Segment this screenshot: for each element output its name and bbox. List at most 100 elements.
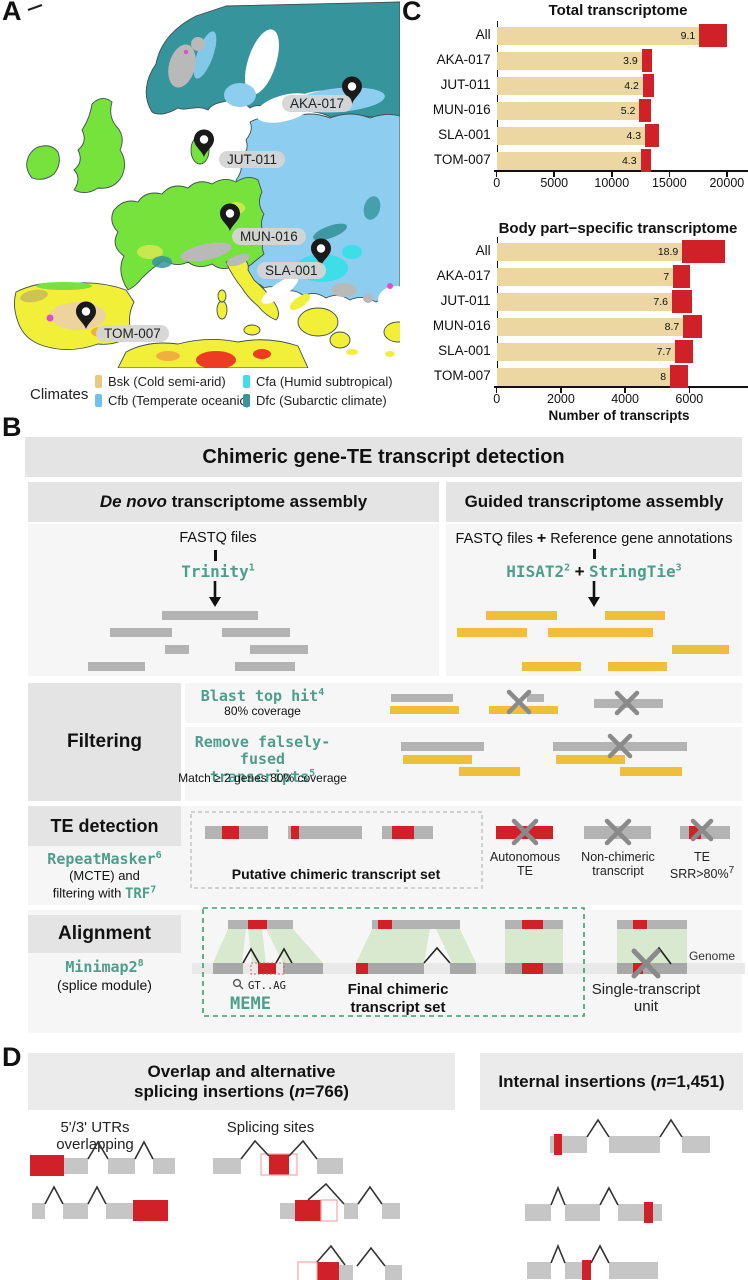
reject-x-icons <box>506 689 640 759</box>
pct-chimeric-label: 18.9 <box>657 246 679 258</box>
guided-input-label: FASTQ files + Reference gene annotations <box>455 530 733 547</box>
x-tick-label: 10000 <box>594 176 630 190</box>
chart-title: Total transcriptome <box>548 2 688 19</box>
pct-chimeric-label: 7 <box>663 271 670 283</box>
denovo-assembly-box: FASTQ files Trinity1 <box>28 524 439 676</box>
pin-sla-001 <box>311 238 331 266</box>
transcripts-bar <box>496 76 643 95</box>
transcripts-bar <box>496 126 646 145</box>
alignment-diagram: Genome GT..AG MEME Final chimeric transc… <box>192 907 745 1017</box>
splice-motif-text: GT..AG <box>248 980 286 992</box>
pin-label-mun-016: MUN-016 <box>232 228 306 245</box>
guided-column-header: Guided transcriptome assembly <box>446 482 742 522</box>
meme-tool-label: MEME <box>230 994 271 1014</box>
category-label: AKA-017 <box>436 268 491 283</box>
guided-assembly-box: FASTQ files + Reference gene annotations… <box>446 524 742 676</box>
transcripts-bar <box>496 267 674 286</box>
category-label: TOM-007 <box>433 152 491 167</box>
category-label: All <box>475 243 491 258</box>
chart-bodypart-transcriptome: Body part−specific transcriptome Number … <box>400 0 748 430</box>
filtering-section-label: Filtering <box>28 683 181 801</box>
internal-insertions-header: Internal insertions (n=1,451) <box>480 1053 743 1110</box>
plus-icon: + <box>574 562 585 581</box>
single-unit-label-line1: Single-transcript <box>592 981 701 998</box>
x-tick-label: 20000 <box>709 176 745 190</box>
chimeric-bar <box>640 149 651 172</box>
pct-chimeric-label: 4.3 <box>626 130 642 142</box>
map-region-greece <box>297 307 339 337</box>
x-tick-label: 5000 <box>540 176 569 190</box>
category-label: MUN-016 <box>432 102 491 117</box>
chart-total-transcriptome: Total transcriptome All 9.1 AKA-017 3.9 JUT-… <box>400 0 748 200</box>
transcripts-bar <box>496 342 676 361</box>
pin-label-sla-001: SLA-001 <box>257 262 326 279</box>
black-sea <box>378 286 400 314</box>
x-tick <box>495 171 498 177</box>
chimeric-bar <box>670 365 688 388</box>
chimeric-bar <box>645 124 659 147</box>
chimeric-bar <box>682 240 725 263</box>
pin-jut-011 <box>194 129 214 157</box>
category-label: SLA-001 <box>438 343 491 358</box>
filtering-diagram <box>390 689 687 776</box>
chimeric-bar <box>675 340 694 363</box>
mcte-note: (MCTE) and <box>69 868 140 883</box>
x-tick <box>495 387 498 393</box>
map-region-ireland <box>26 145 60 180</box>
category-label: JUT-011 <box>440 77 491 92</box>
splice-module-note: (splice module) <box>57 977 152 993</box>
flow-line <box>214 550 217 561</box>
y-axis-line <box>496 237 499 386</box>
map-pins <box>76 76 362 329</box>
bsk-swatch <box>95 375 102 388</box>
pct-chimeric-label: 7.6 <box>653 296 668 308</box>
down-arrow-icon <box>588 581 600 607</box>
remove-fused-label-line1: Remove falsely- <box>194 733 331 751</box>
x-axis-label: Number of transcripts <box>548 408 690 423</box>
x-tick <box>624 387 626 393</box>
pin-mun-016 <box>220 203 240 231</box>
chart-title: Body part−specific transcriptome <box>498 220 738 237</box>
europe-climate-map <box>13 1 400 368</box>
x-tick-label: 0 <box>493 392 501 406</box>
insertion-diagrams <box>30 1118 710 1280</box>
panel-a-label: A <box>2 0 22 26</box>
splicing-sites-sublabel: Splicing sites <box>226 1119 315 1136</box>
chimeric-bar <box>639 99 651 122</box>
te-srr-label: TE SRR>80%7 <box>669 850 735 882</box>
transcripts-bar <box>496 151 641 170</box>
plus-icon: + <box>536 530 547 547</box>
legend-item-cfa: Cfa (Humid subtropical) <box>243 374 393 389</box>
x-tick <box>610 171 613 177</box>
x-tick-label: 0 <box>493 176 501 190</box>
panel-c-label: C <box>402 0 422 26</box>
trinity-tool-label: Trinity1 <box>181 562 255 581</box>
x-tick <box>688 387 691 393</box>
category-label: SLA-001 <box>438 127 491 142</box>
chimeric-bar <box>699 24 727 47</box>
x-axis-line <box>493 170 748 172</box>
utr-overlap-sublabel: 5'/3' UTRs overlapping <box>56 1119 134 1153</box>
minimap2-tool-label: Minimap28 <box>65 958 144 976</box>
map-region-italy <box>225 255 279 321</box>
putative-set-box <box>190 811 483 889</box>
guided-tools-label: HISAT22 + StringTie3 <box>506 562 682 581</box>
pct-chimeric-label: 5.2 <box>620 105 636 117</box>
transcripts-bar <box>496 26 700 45</box>
legend-item-bsk: Bsk (Cold semi-arid) <box>95 374 226 389</box>
dfc-swatch <box>243 394 250 407</box>
chimeric-bar <box>671 290 692 313</box>
guided-transcripts-diagram <box>457 611 729 671</box>
te-detection-diagram <box>190 811 730 889</box>
transcripts-bar <box>496 367 671 386</box>
x-tick <box>726 171 728 177</box>
map-region-uk <box>73 98 125 193</box>
x-tick-label: 15000 <box>651 176 687 190</box>
denovo-column-header: De novo transcriptome assembly <box>28 482 439 522</box>
reject-x-icons <box>511 818 714 846</box>
alps-gray <box>180 242 232 262</box>
remove-fused-note: Match ≥ 2 genes 80% coverage <box>178 771 347 785</box>
pin-aka-017 <box>342 76 362 104</box>
repeatmasker-tool-label: RepeatMasker6 <box>47 850 162 868</box>
